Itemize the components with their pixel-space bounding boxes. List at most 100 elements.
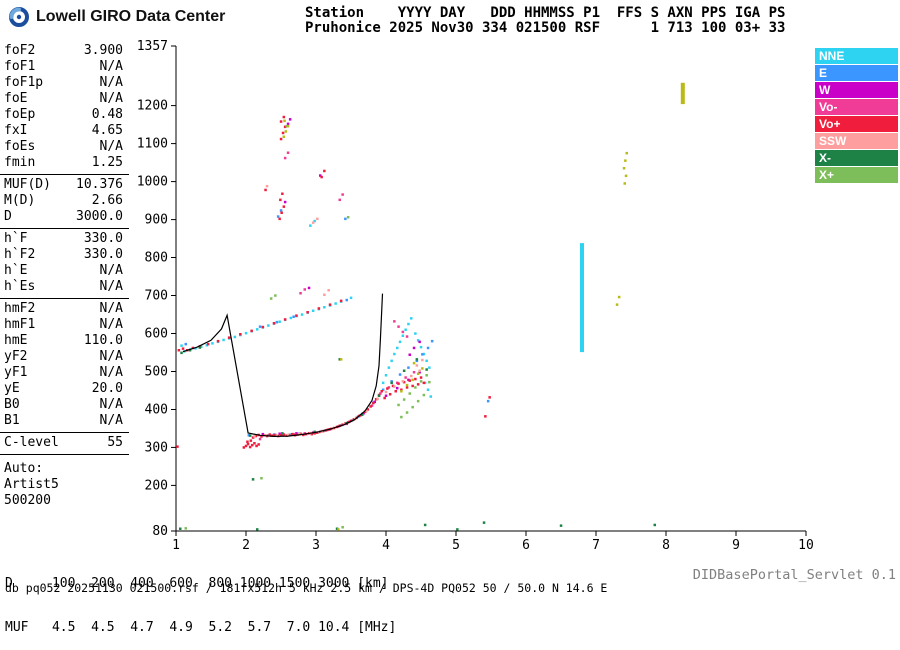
y-tick-label: 1000 — [137, 175, 168, 190]
param-label: M(D) — [4, 193, 36, 208]
x-tick-label: 4 — [382, 538, 390, 553]
legend-item-xm: X- — [815, 150, 898, 166]
param-label: MUF(D) — [4, 177, 51, 192]
param-row: fmin 1.25 — [4, 155, 123, 171]
param-label: h`Es — [4, 279, 36, 294]
param-row: h`E N/A — [4, 263, 123, 279]
parameter-groups: foF2 3.900 foF1 N/A foF1p N/A foE N/A foEp 0.48 fx… — [0, 41, 129, 455]
scatter-series-nne — [180, 219, 432, 437]
param-value: N/A — [99, 365, 123, 380]
x-tick-label: 3 — [312, 538, 320, 553]
param-label: C-level — [4, 435, 59, 450]
param-label: hmF2 — [4, 301, 36, 316]
param-label: foEp — [4, 107, 36, 122]
param-value: 4.65 — [91, 123, 123, 138]
y-tick-label: 400 — [145, 403, 168, 418]
param-value: 0.48 — [91, 107, 123, 122]
x-tick-label: 5 — [452, 538, 460, 553]
param-value: N/A — [99, 413, 123, 428]
param-value: 20.0 — [91, 381, 123, 396]
param-row: MUF(D) 10.376 — [4, 177, 123, 193]
param-value: 1.25 — [91, 155, 123, 170]
param-group-muf: MUF(D) 10.376 M(D) 2.66 D 3000.0 — [0, 175, 129, 229]
param-row: fxI 4.65 — [4, 123, 123, 139]
measurement-info-line: db pq052 20251130 021500.rsf / 181fx512h… — [5, 581, 608, 595]
param-row: h`F 330.0 — [4, 231, 123, 247]
y-tick-label: 800 — [145, 251, 168, 266]
param-label: fxI — [4, 123, 28, 138]
param-row: D 3000.0 — [4, 209, 123, 225]
parameter-panel: foF2 3.900 foF1 N/A foF1p N/A foE N/A foEp 0.48 fx… — [0, 41, 129, 509]
param-value: N/A — [99, 279, 123, 294]
auto-line: 500200 — [4, 493, 51, 508]
legend-item-e: E — [815, 65, 898, 81]
param-value: 10.376 — [76, 177, 123, 192]
param-value: N/A — [99, 139, 123, 154]
param-label: hmE — [4, 333, 28, 348]
param-label: hmF1 — [4, 317, 36, 332]
param-group-profile: hmF2 N/A hmF1 N/A hmE 110.0 yF2 N/A yF1 N/A yE 20.0… — [0, 299, 129, 433]
param-label: B1 — [4, 413, 20, 428]
servlet-version-label: DIDBasePortal_Servlet 0.1 — [692, 567, 896, 583]
y-tick-label: 600 — [145, 327, 168, 342]
param-value: N/A — [99, 91, 123, 106]
param-value: N/A — [99, 349, 123, 364]
giro-logo-icon — [8, 6, 30, 28]
legend-item-nne: NNE — [815, 48, 898, 64]
y-tick-label: 300 — [145, 440, 168, 455]
scatter-series-e — [184, 209, 490, 437]
param-row: hmE 110.0 — [4, 333, 123, 349]
param-row: hmF1 N/A — [4, 317, 123, 333]
param-value: N/A — [99, 59, 123, 74]
auto-line: Artist5 — [4, 477, 59, 492]
x-tick-label: 8 — [662, 538, 670, 553]
y-tick-label: 80 — [152, 524, 168, 539]
param-label: h`F2 — [4, 247, 36, 262]
param-value: 3000.0 — [76, 209, 123, 224]
station-header-line: Station YYYY DAY DDD HHMMSS P1 FFS S AXN… — [305, 5, 786, 21]
param-row: yF2 N/A — [4, 349, 123, 365]
x-tick-label: 10 — [798, 538, 814, 553]
param-label: yF2 — [4, 349, 28, 364]
muf-table-row-d: D 100 200 400 600 800 1000 1500 3000 [km… — [5, 576, 389, 591]
legend-item-w: W — [815, 82, 898, 98]
param-row: M(D) 2.66 — [4, 193, 123, 209]
x-tick-label: 1 — [172, 538, 180, 553]
param-value: 3.900 — [83, 43, 123, 58]
y-tick-label: 1357 — [137, 40, 168, 54]
param-value: N/A — [99, 75, 123, 90]
legend-item-vom: Vo- — [815, 99, 898, 115]
param-label: foF2 — [4, 43, 36, 58]
param-group-confidence: C-level 55 — [0, 433, 129, 455]
param-label: fmin — [4, 155, 36, 170]
param-label: h`F — [4, 231, 28, 246]
param-row: B1 N/A — [4, 413, 123, 429]
x-tick-label: 7 — [592, 538, 600, 553]
auto-label: Auto: — [4, 461, 44, 476]
x-tick-label: 6 — [522, 538, 530, 553]
y-tick-label: 900 — [145, 213, 168, 228]
param-row: hmF2 N/A — [4, 301, 123, 317]
param-label: h`E — [4, 263, 28, 278]
param-value: N/A — [99, 317, 123, 332]
y-tick-label: 1200 — [137, 99, 168, 114]
param-value: 2.66 — [91, 193, 123, 208]
param-row: foF1p N/A — [4, 75, 123, 91]
station-values-line: Pruhonice 2025 Nov30 334 021500 RSF 1 71… — [305, 20, 786, 36]
auto-scaling-info: Auto: Artist5 500200 — [0, 455, 129, 509]
param-value: N/A — [99, 301, 123, 316]
scatter-series-ssw — [253, 184, 424, 438]
param-value: 110.0 — [83, 333, 123, 348]
param-label: foE — [4, 91, 28, 106]
param-label: foF1p — [4, 75, 44, 90]
x-tick-label: 2 — [242, 538, 250, 553]
legend-item-xp: X+ — [815, 167, 898, 183]
param-row: h`Es N/A — [4, 279, 123, 295]
vertical-echo-yellow — [680, 82, 685, 105]
param-label: B0 — [4, 397, 20, 412]
y-tick-label: 500 — [145, 365, 168, 380]
param-label: foEs — [4, 139, 36, 154]
param-row: foF1 N/A — [4, 59, 123, 75]
vertical-echo-bars — [580, 82, 685, 353]
param-value: N/A — [99, 397, 123, 412]
